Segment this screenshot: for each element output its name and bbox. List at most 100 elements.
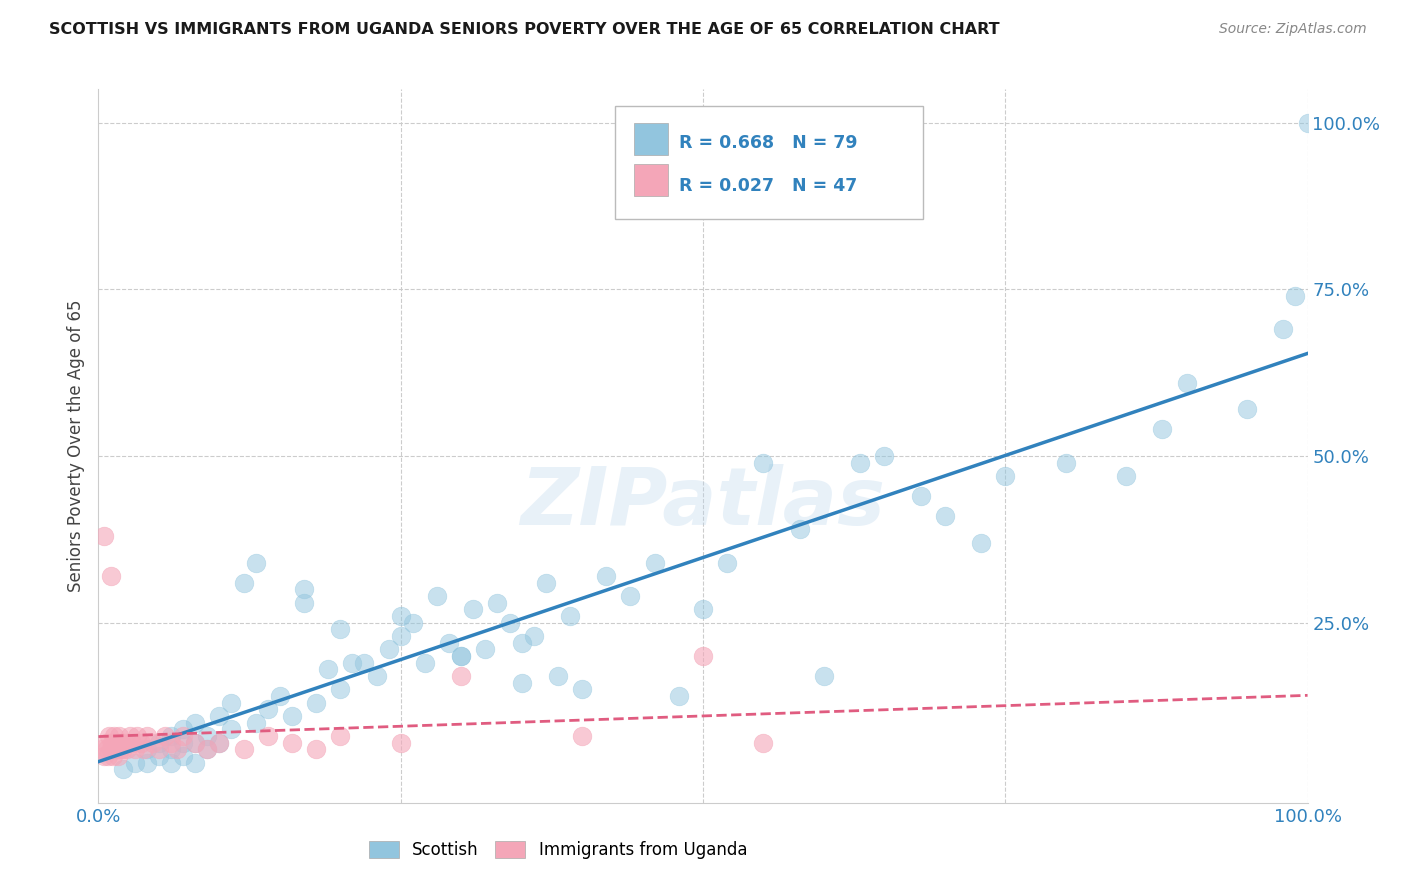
Point xyxy=(716,556,738,570)
Point xyxy=(108,729,131,743)
Point xyxy=(305,742,328,756)
Point xyxy=(752,456,775,470)
Text: ZIPatlas: ZIPatlas xyxy=(520,464,886,542)
Point xyxy=(232,742,254,756)
Point xyxy=(91,742,114,756)
Point xyxy=(135,756,157,770)
Point xyxy=(245,556,267,570)
Point xyxy=(98,729,121,743)
Point xyxy=(873,449,896,463)
Point xyxy=(148,736,170,750)
Point xyxy=(110,736,132,750)
Point xyxy=(135,742,157,756)
FancyBboxPatch shape xyxy=(634,122,668,154)
Point xyxy=(100,569,122,583)
Point xyxy=(534,575,557,590)
Point xyxy=(221,723,243,737)
Point xyxy=(107,749,129,764)
Point xyxy=(160,742,183,756)
Point xyxy=(172,749,194,764)
Point xyxy=(256,702,278,716)
Point xyxy=(571,729,593,743)
Point xyxy=(450,649,472,664)
Point xyxy=(148,742,170,756)
Point xyxy=(172,736,194,750)
Point xyxy=(111,763,134,777)
Point xyxy=(104,742,127,756)
Point xyxy=(256,729,278,743)
Point xyxy=(571,682,593,697)
Point xyxy=(100,736,122,750)
Point xyxy=(101,749,124,764)
Point xyxy=(94,736,117,750)
Point xyxy=(377,642,399,657)
Point xyxy=(281,709,304,723)
Point xyxy=(644,556,666,570)
Point xyxy=(103,729,125,743)
Point xyxy=(160,729,183,743)
Point xyxy=(208,736,231,750)
Text: SCOTTISH VS IMMIGRANTS FROM UGANDA SENIORS POVERTY OVER THE AGE OF 65 CORRELATIO: SCOTTISH VS IMMIGRANTS FROM UGANDA SENIO… xyxy=(49,22,1000,37)
Point xyxy=(281,736,304,750)
Point xyxy=(789,522,811,536)
Point xyxy=(849,456,872,470)
Point xyxy=(510,675,533,690)
Point xyxy=(93,529,115,543)
Point xyxy=(523,629,546,643)
Point xyxy=(305,696,328,710)
Point xyxy=(129,736,152,750)
Point xyxy=(1296,115,1319,129)
Text: R = 0.668   N = 79: R = 0.668 N = 79 xyxy=(679,134,858,152)
Point xyxy=(329,729,352,743)
Point xyxy=(450,669,472,683)
Point xyxy=(184,736,207,750)
Point xyxy=(426,589,449,603)
Point xyxy=(232,575,254,590)
Point xyxy=(692,602,714,616)
Point xyxy=(114,736,136,750)
Point xyxy=(934,509,956,524)
Point xyxy=(547,669,569,683)
Point xyxy=(692,649,714,664)
Point xyxy=(208,736,231,750)
Point xyxy=(353,656,375,670)
Point xyxy=(153,729,176,743)
Point xyxy=(402,615,425,630)
Point xyxy=(208,709,231,723)
Point xyxy=(172,729,194,743)
Point xyxy=(124,756,146,770)
Point xyxy=(105,736,128,750)
Point xyxy=(160,736,183,750)
Point xyxy=(510,636,533,650)
Point xyxy=(184,756,207,770)
Point xyxy=(498,615,520,630)
Point xyxy=(221,696,243,710)
Point xyxy=(994,469,1017,483)
Point xyxy=(450,649,472,664)
Text: Source: ZipAtlas.com: Source: ZipAtlas.com xyxy=(1219,22,1367,37)
Point xyxy=(111,742,134,756)
Point xyxy=(668,689,690,703)
Point xyxy=(389,609,412,624)
Point xyxy=(329,623,352,637)
Point xyxy=(1236,402,1258,417)
Point xyxy=(148,749,170,764)
Point xyxy=(121,736,143,750)
Point xyxy=(752,736,775,750)
Point xyxy=(910,489,932,503)
FancyBboxPatch shape xyxy=(634,164,668,196)
Point xyxy=(366,669,388,683)
Point xyxy=(1054,456,1077,470)
Point xyxy=(1152,422,1174,436)
Point xyxy=(124,742,146,756)
Point xyxy=(195,742,218,756)
Point xyxy=(135,729,157,743)
FancyBboxPatch shape xyxy=(614,106,924,219)
Point xyxy=(117,742,139,756)
Point xyxy=(97,749,120,764)
Point xyxy=(463,602,485,616)
Legend: Scottish, Immigrants from Uganda: Scottish, Immigrants from Uganda xyxy=(361,834,754,866)
Point xyxy=(329,682,352,697)
Point xyxy=(245,715,267,730)
Point xyxy=(1115,469,1137,483)
